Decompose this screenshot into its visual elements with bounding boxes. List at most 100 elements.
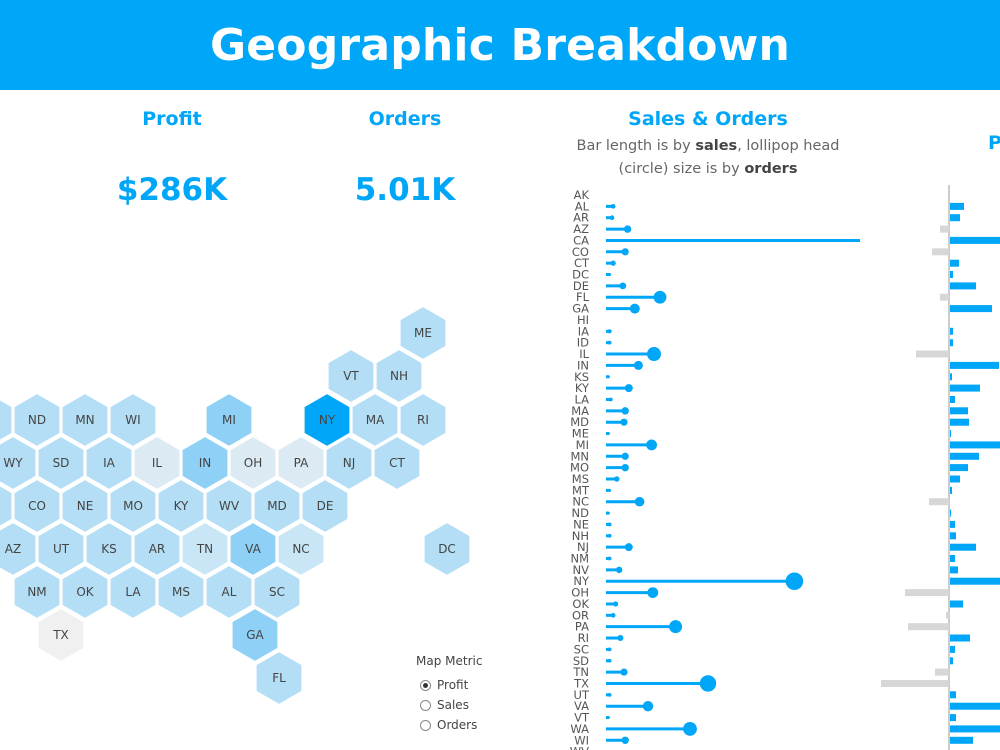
profit-bar[interactable] <box>950 236 1000 244</box>
hex-tx[interactable]: TX <box>36 606 86 664</box>
hex-nc[interactable]: NC <box>276 520 326 578</box>
orders-head[interactable] <box>621 452 629 460</box>
orders-head[interactable] <box>606 432 610 436</box>
orders-head[interactable] <box>653 290 667 304</box>
orders-head[interactable] <box>624 384 633 393</box>
hex-ut[interactable]: UT <box>36 520 86 578</box>
hex-de[interactable]: DE <box>300 477 350 535</box>
orders-head[interactable] <box>606 716 610 720</box>
hex-sc[interactable]: SC <box>252 563 302 621</box>
hex-fl[interactable]: FL <box>254 649 304 707</box>
hex-pa[interactable]: PA <box>276 434 326 492</box>
orders-head[interactable] <box>607 522 612 527</box>
profit-bar[interactable] <box>950 532 956 540</box>
orders-head[interactable] <box>699 675 717 692</box>
orders-head[interactable] <box>606 375 610 379</box>
profit-bar[interactable] <box>935 668 949 676</box>
hex-partial[interactable] <box>0 479 14 533</box>
profit-bar[interactable] <box>950 555 955 562</box>
profit-bar[interactable] <box>946 611 949 619</box>
orders-head[interactable] <box>607 533 612 538</box>
profit-bar[interactable] <box>950 259 959 267</box>
profit-bar[interactable] <box>950 657 953 665</box>
hex-az[interactable]: AZ <box>0 520 38 578</box>
orders-head[interactable] <box>610 204 616 209</box>
orders-head[interactable] <box>785 572 804 591</box>
orders-head[interactable] <box>629 303 640 314</box>
orders-head[interactable] <box>624 543 633 552</box>
profit-bar[interactable] <box>950 361 999 369</box>
profit-bar[interactable] <box>950 339 953 347</box>
hex-ia[interactable]: IA <box>84 434 134 492</box>
profit-bar[interactable] <box>916 350 949 358</box>
profit-bar[interactable] <box>950 452 979 460</box>
orders-head[interactable] <box>683 722 697 736</box>
orders-head[interactable] <box>646 439 657 451</box>
orders-head[interactable] <box>607 647 612 652</box>
hex-al[interactable]: AL <box>204 563 254 621</box>
profit-bar[interactable] <box>940 225 949 233</box>
profit-bar[interactable] <box>905 589 949 597</box>
profit-bar[interactable] <box>950 691 956 699</box>
hex-partial[interactable] <box>0 393 14 447</box>
hex-nh[interactable]: NH <box>374 347 424 405</box>
radio-sales[interactable] <box>420 699 431 711</box>
hex-in[interactable]: IN <box>180 434 230 492</box>
orders-head[interactable] <box>642 701 654 712</box>
orders-head[interactable] <box>613 601 619 607</box>
orders-head[interactable] <box>610 260 616 266</box>
hex-dc[interactable]: DC <box>422 520 472 578</box>
hex-ne[interactable]: NE <box>60 477 110 535</box>
profit-bar[interactable] <box>932 248 949 256</box>
profit-bar[interactable] <box>908 623 949 631</box>
profit-bar[interactable] <box>950 464 968 472</box>
orders-head[interactable] <box>606 511 610 515</box>
hex-nd[interactable]: ND <box>12 391 62 449</box>
profit-bar[interactable] <box>950 736 973 744</box>
orders-head[interactable] <box>620 668 628 676</box>
profit-bar[interactable] <box>950 418 969 426</box>
hex-mi[interactable]: MI <box>204 391 254 449</box>
hex-ks[interactable]: KS <box>84 520 134 578</box>
profit-bar[interactable] <box>950 520 955 528</box>
hex-oh[interactable]: OH <box>228 434 278 492</box>
orders-head[interactable] <box>608 488 612 492</box>
profit-bar[interactable] <box>950 305 992 313</box>
profit-bar[interactable] <box>950 384 980 392</box>
profit-bar[interactable] <box>881 680 949 687</box>
radio-orders[interactable] <box>420 719 431 731</box>
map-metric-option-profit[interactable]: Profit <box>420 675 482 695</box>
hex-va[interactable]: VA <box>228 520 278 578</box>
orders-head[interactable] <box>607 329 612 334</box>
profit-bar[interactable] <box>950 396 955 403</box>
hex-ct[interactable]: CT <box>372 434 422 492</box>
profit-bar[interactable] <box>950 577 1000 585</box>
profit-bar[interactable] <box>950 282 976 290</box>
profit-bar[interactable] <box>950 271 953 278</box>
hex-ar[interactable]: AR <box>132 520 182 578</box>
orders-head[interactable] <box>647 347 661 362</box>
orders-head[interactable] <box>621 407 629 415</box>
hex-ga[interactable]: GA <box>230 606 280 664</box>
hex-ri[interactable]: RI <box>398 391 448 449</box>
profit-bar[interactable] <box>950 441 1000 449</box>
orders-head[interactable] <box>619 282 627 290</box>
profit-bar[interactable] <box>950 327 953 335</box>
hex-wv[interactable]: WV <box>204 477 254 535</box>
orders-head[interactable] <box>647 587 659 598</box>
hex-il[interactable]: IL <box>132 434 182 492</box>
profit-bar[interactable] <box>950 407 968 415</box>
profit-bar[interactable] <box>950 509 951 517</box>
orders-head[interactable] <box>616 566 623 574</box>
orders-head[interactable] <box>623 225 632 233</box>
profit-bar[interactable] <box>950 543 976 551</box>
profit-bar[interactable] <box>950 714 956 722</box>
orders-head[interactable] <box>620 418 628 426</box>
hex-mn[interactable]: MN <box>60 391 110 449</box>
orders-head[interactable] <box>614 476 620 482</box>
orders-head[interactable] <box>621 248 629 256</box>
orders-head[interactable] <box>607 658 612 663</box>
profit-bar[interactable] <box>950 566 958 574</box>
hex-tn[interactable]: TN <box>180 520 230 578</box>
profit-bar[interactable] <box>950 373 952 381</box>
